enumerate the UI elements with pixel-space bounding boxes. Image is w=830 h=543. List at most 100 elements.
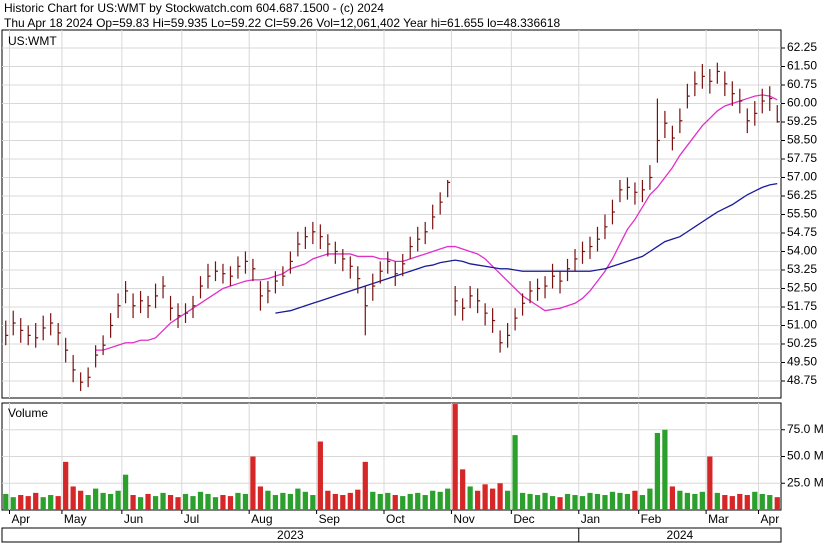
y-tick-label: 56.25: [787, 188, 817, 202]
x-tick-label: Jan: [581, 512, 600, 526]
volume-bar: [310, 495, 316, 510]
volume-bar: [227, 496, 234, 510]
plot-layer: 62.25 61.50 60.75 60.00 59.25 58.50 57.75 57.00…: [2, 30, 824, 542]
volume-bar: [385, 492, 391, 510]
volume-bar: [317, 441, 323, 510]
volume-bar: [340, 495, 346, 510]
year-label: 2023: [277, 528, 304, 542]
volume-bar: [422, 495, 428, 510]
volume-bar: [182, 493, 189, 510]
volume-bar: [63, 461, 69, 510]
volume-bar: [167, 495, 174, 510]
volume-bar: [212, 497, 219, 510]
chart-title: Historic Chart for US:WMT by Stockwatch.…: [4, 1, 384, 15]
volume-bar: [362, 461, 368, 510]
volume-bar: [137, 497, 144, 510]
y-tick-label: 49.50: [787, 355, 817, 369]
volume-bar: [265, 490, 271, 510]
volume-bar: [85, 495, 91, 510]
volume-bar: [692, 493, 698, 510]
volume-bar: [100, 492, 106, 510]
volume-bar: [242, 493, 249, 510]
volume-bar: [302, 491, 308, 510]
x-tick-label: Jun: [124, 512, 143, 526]
volume-bar: [272, 495, 279, 510]
volume-bar: [295, 488, 301, 510]
volume-bar: [407, 493, 413, 510]
volume-bar: [145, 493, 151, 510]
volume-bar: [445, 488, 451, 510]
volume-label: Volume: [8, 406, 48, 420]
volume-bar: [33, 492, 39, 510]
volume-bar: [287, 493, 294, 510]
volume-bar: [370, 491, 376, 510]
volume-bar: [677, 490, 683, 510]
y-tick-label: 58.50: [787, 133, 817, 147]
x-tick-label: Mar: [708, 512, 729, 526]
volume-bar: [549, 496, 556, 510]
y-tick-label: 61.50: [787, 59, 817, 73]
volume-bar: [220, 495, 226, 510]
y-tick-label: 60.00: [787, 96, 817, 110]
y-tick-label: 48.75: [787, 373, 817, 387]
y-tick-label: 59.25: [787, 114, 817, 128]
y-tick-label: 51.75: [787, 299, 817, 313]
chart-subtitle: Thu Apr 18 2024 Op=59.83 Hi=59.935 Lo=59…: [4, 16, 560, 30]
volume-bar: [587, 492, 593, 510]
volume-bar: [542, 492, 548, 510]
volume-bar: [55, 496, 61, 510]
volume-bar: [737, 493, 743, 510]
volume-bar: [632, 490, 638, 510]
y-tick-label: 55.50: [787, 207, 817, 221]
y-tick-label: 75.0 M: [787, 422, 824, 436]
volume-bar: [527, 493, 533, 510]
y-tick-label: 62.25: [787, 40, 817, 54]
volume-bar: [197, 491, 204, 510]
volume-bar: [482, 484, 488, 510]
volume-bar: [347, 492, 353, 510]
symbol-label: US:WMT: [8, 34, 57, 48]
y-tick-label: 53.25: [787, 262, 817, 276]
volume-bar: [250, 456, 256, 510]
volume-bar: [609, 491, 616, 510]
volume-bar: [152, 496, 159, 510]
volume-bar: [235, 492, 241, 510]
y-tick-label: 54.00: [787, 244, 817, 258]
volume-bar: [729, 496, 735, 510]
volume-bar: [400, 496, 406, 510]
volume-bar: [662, 429, 668, 510]
x-tick-label: Jul: [184, 512, 199, 526]
y-tick-label: 51.00: [787, 318, 817, 332]
volume-bar: [557, 497, 563, 510]
volume-bar: [579, 496, 586, 510]
y-tick-label: 50.25: [787, 336, 817, 350]
volume-bar: [437, 491, 443, 510]
volume-bar: [130, 495, 136, 510]
volume-bar: [332, 493, 338, 510]
volume-bar: [647, 488, 653, 510]
volume-bar: [467, 486, 473, 510]
y-tick-label: 52.50: [787, 281, 817, 295]
year-row: [1, 527, 782, 543]
volume-bar: [377, 493, 383, 510]
volume-bar: [122, 474, 129, 510]
volume-bar: [205, 493, 211, 510]
volume-bar: [602, 495, 608, 510]
volume-bar: [767, 495, 773, 510]
volume-bar: [774, 497, 780, 510]
volume-bar: [669, 486, 676, 510]
volume-bar: [355, 489, 361, 510]
x-tick-label: Apr: [11, 512, 30, 526]
volume-bar: [699, 491, 705, 510]
y-tick-label: 57.00: [787, 170, 817, 184]
volume-bar: [160, 492, 166, 510]
volume-bar: [534, 495, 541, 510]
volume-bar: [512, 435, 518, 510]
volume-bar: [3, 493, 9, 510]
x-tick-label: May: [64, 512, 87, 526]
volume-bar: [752, 491, 758, 510]
y-tick-label: 60.75: [787, 77, 817, 91]
volume-bar: [280, 492, 286, 510]
volume-bar: [572, 495, 578, 510]
